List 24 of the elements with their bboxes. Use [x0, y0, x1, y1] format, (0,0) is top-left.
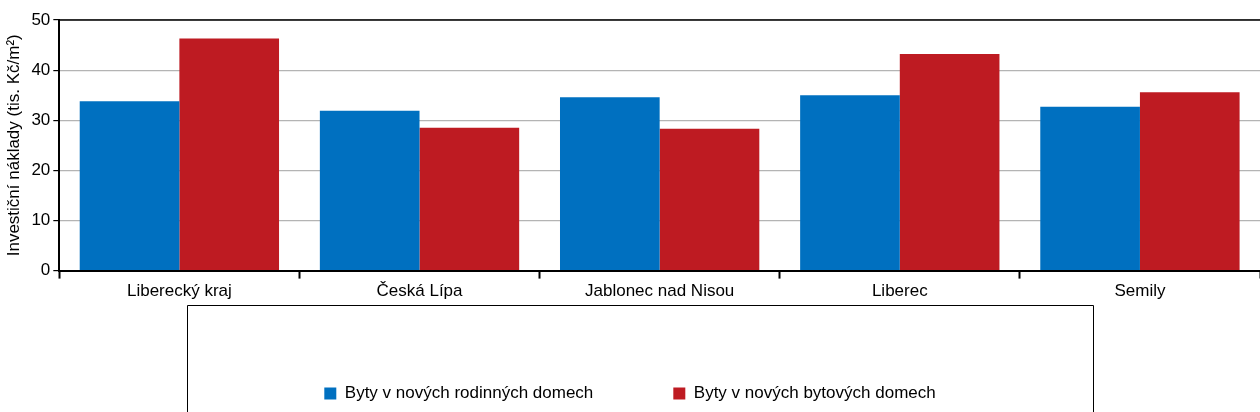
legend-label: Byty v nových bytových domech — [693, 383, 936, 403]
bar — [1040, 106, 1140, 270]
bar — [179, 38, 280, 270]
y-tick-label: 40 — [31, 59, 51, 79]
y-tick-label: 30 — [31, 109, 51, 129]
x-tick-label: Jablonec nad Nisou — [584, 281, 735, 301]
y-tick-label: 0 — [40, 260, 51, 280]
bar — [899, 54, 1000, 270]
bar — [560, 97, 660, 270]
bar — [800, 95, 900, 270]
bar — [659, 128, 760, 270]
y-axis-title: Investiční náklady (tis. Kč/m²) — [3, 34, 23, 257]
y-tick-label: 20 — [31, 160, 51, 180]
x-tick-label: Semily — [1114, 281, 1166, 301]
bar — [419, 127, 520, 270]
y-tick-label: 10 — [31, 210, 51, 230]
y-tick-label: 50 — [31, 9, 51, 29]
bar — [79, 101, 180, 270]
x-tick-label: Liberec — [871, 281, 929, 301]
x-tick-label: Česká Lípa — [376, 281, 464, 301]
bar — [1139, 92, 1240, 270]
x-tick-label: Liberecký kraj — [126, 281, 232, 301]
bar — [319, 110, 420, 270]
legend-label: Byty v nových rodinných domech — [344, 383, 594, 403]
